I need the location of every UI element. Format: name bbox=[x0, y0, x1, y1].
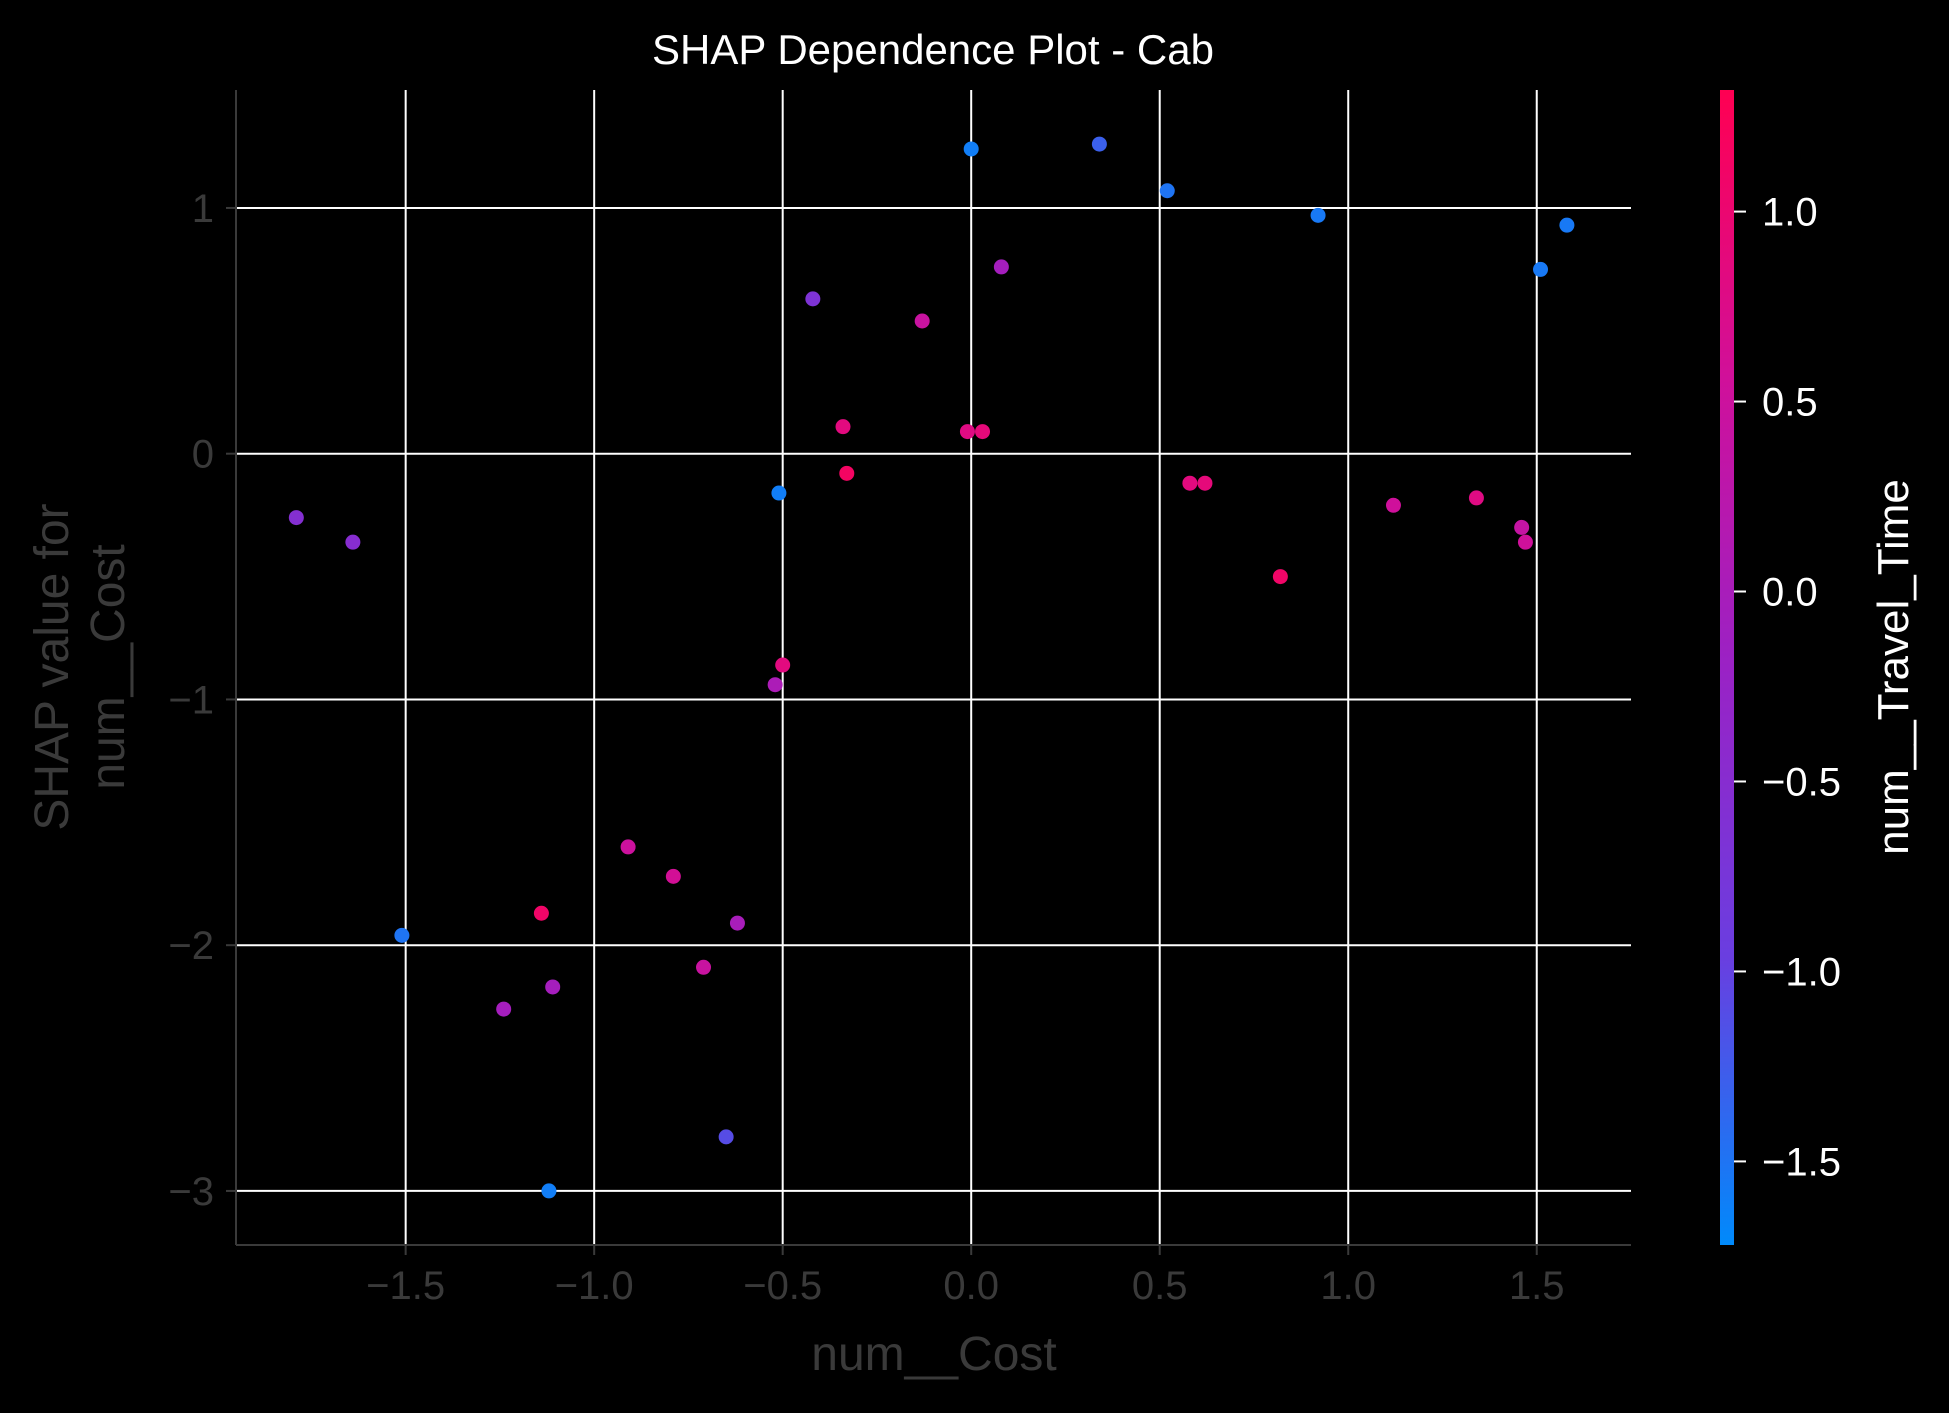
scatter-point bbox=[993, 259, 1009, 275]
scatter-point bbox=[729, 915, 745, 931]
x-tick-label: −1.0 bbox=[555, 1264, 634, 1308]
y-axis-ticks: 1 0 −1 −2 −3 bbox=[168, 187, 236, 1214]
x-tick-label: 1.0 bbox=[1320, 1264, 1376, 1308]
grid-lines bbox=[236, 90, 1631, 1245]
scatter-point bbox=[1159, 183, 1175, 199]
y-axis-label-line: num__Cost bbox=[82, 544, 135, 789]
scatter-points bbox=[288, 136, 1575, 1199]
colorbar-tick-label: 0.5 bbox=[1762, 381, 1818, 425]
scatter-point bbox=[496, 1001, 512, 1017]
y-axis-label-line: SHAP value for bbox=[26, 503, 79, 830]
scatter-point bbox=[835, 419, 851, 435]
x-tick-label: 0.0 bbox=[943, 1264, 999, 1308]
scatter-point bbox=[914, 313, 930, 329]
scatter-point bbox=[394, 927, 410, 943]
y-tick-label: 1 bbox=[192, 187, 214, 231]
scatter-point bbox=[1468, 490, 1484, 506]
scatter-point bbox=[767, 677, 783, 693]
colorbar-tick-label: −1.0 bbox=[1762, 950, 1841, 994]
axes bbox=[235, 90, 1631, 1246]
x-tick-label: −0.5 bbox=[743, 1264, 822, 1308]
x-tick-label: −1.5 bbox=[366, 1264, 445, 1308]
scatter-point bbox=[541, 1183, 557, 1199]
colorbar-label: num__Travel_Time bbox=[1869, 479, 1918, 855]
y-tick-label: 0 bbox=[192, 433, 214, 477]
scatter-point bbox=[545, 979, 561, 995]
scatter-point bbox=[959, 424, 975, 440]
y-tick-label: −3 bbox=[168, 1170, 214, 1214]
colorbar-tick-label: 1.0 bbox=[1762, 191, 1818, 235]
scatter-point bbox=[1182, 475, 1198, 491]
scatter-point bbox=[775, 657, 791, 673]
colorbar-tick-label: −0.5 bbox=[1762, 760, 1841, 804]
scatter-point bbox=[1385, 497, 1401, 513]
x-axis-label: num__Cost bbox=[811, 1328, 1056, 1381]
scatter-point bbox=[963, 141, 979, 157]
y-axis-label: SHAP value fornum__Cost bbox=[26, 503, 135, 830]
colorbar bbox=[1720, 90, 1734, 1245]
scatter-point bbox=[696, 959, 712, 975]
scatter-point bbox=[839, 465, 855, 481]
scatter-point bbox=[665, 868, 681, 884]
scatter-point bbox=[1514, 519, 1530, 535]
chart-title: SHAP Dependence Plot - Cab bbox=[652, 26, 1214, 73]
x-axis-ticks: −1.5 −1.0 −0.5 0.0 0.5 1.0 1.5 bbox=[366, 1245, 1565, 1308]
colorbar-tick-label: 0.0 bbox=[1762, 571, 1818, 615]
x-tick-label: 1.5 bbox=[1509, 1264, 1565, 1308]
scatter-point bbox=[1310, 207, 1326, 223]
scatter-point bbox=[1517, 534, 1533, 550]
y-tick-label: −2 bbox=[168, 924, 214, 968]
scatter-point bbox=[1533, 261, 1549, 277]
scatter-point bbox=[345, 534, 361, 550]
x-tick-label: 0.5 bbox=[1132, 1264, 1188, 1308]
colorbar-tick-label: −1.5 bbox=[1762, 1140, 1841, 1184]
scatter-point bbox=[1272, 569, 1288, 585]
scatter-point bbox=[771, 485, 787, 501]
scatter-point bbox=[288, 510, 304, 526]
scatter-point bbox=[718, 1129, 734, 1145]
scatter-point bbox=[1197, 475, 1213, 491]
y-tick-label: −1 bbox=[168, 678, 214, 722]
scatter-point bbox=[975, 424, 991, 440]
scatter-point bbox=[805, 291, 821, 307]
scatter-point bbox=[533, 905, 549, 921]
colorbar-ticks: 1.0 0.5 0.0 −0.5 −1.0 −1.5 bbox=[1734, 191, 1841, 1184]
scatter-point bbox=[1091, 136, 1107, 152]
scatter-point bbox=[620, 839, 636, 855]
scatter-point bbox=[1559, 217, 1575, 233]
